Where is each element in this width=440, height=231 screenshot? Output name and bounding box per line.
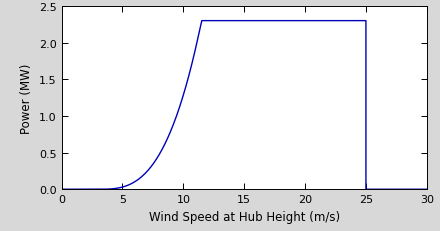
X-axis label: Wind Speed at Hub Height (m/s): Wind Speed at Hub Height (m/s) [149, 210, 340, 223]
Y-axis label: Power (MW): Power (MW) [20, 63, 33, 133]
